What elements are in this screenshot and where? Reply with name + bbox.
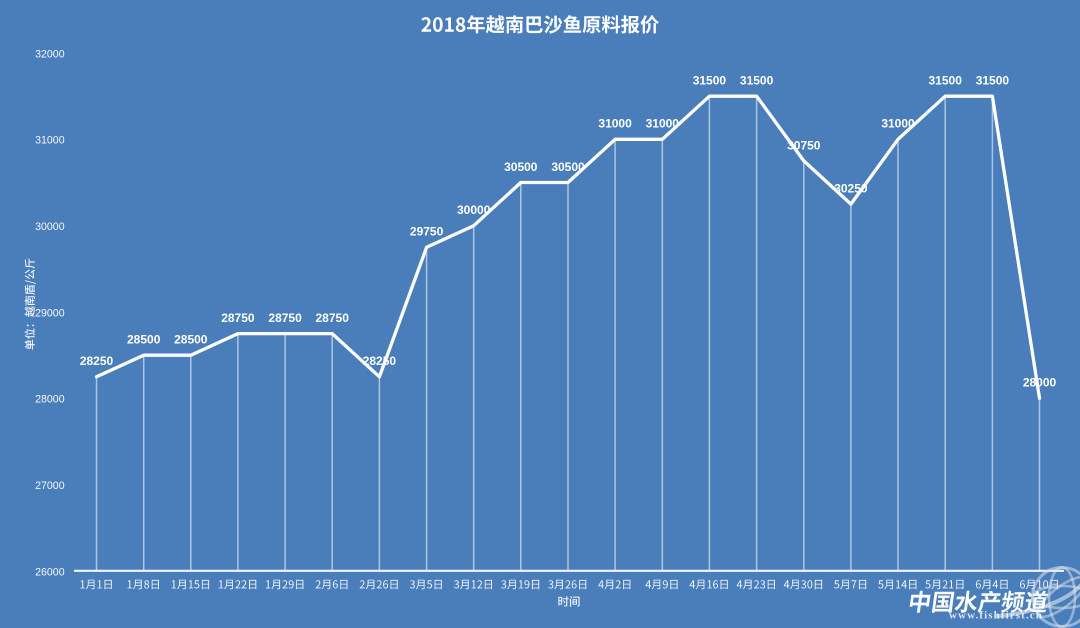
svg-text:30000: 30000 — [35, 221, 65, 233]
svg-text:30000: 30000 — [457, 203, 491, 217]
svg-text:29000: 29000 — [35, 307, 65, 319]
svg-text:31500: 31500 — [740, 74, 774, 88]
svg-text:30250: 30250 — [834, 182, 868, 196]
svg-text:28750: 28750 — [268, 311, 302, 325]
svg-text:32000: 32000 — [35, 48, 65, 60]
svg-text:31000: 31000 — [598, 117, 632, 131]
svg-text:31500: 31500 — [976, 74, 1010, 88]
svg-text:28000: 28000 — [1023, 376, 1057, 390]
svg-text:28000: 28000 — [35, 394, 65, 406]
svg-text:31500: 31500 — [693, 74, 727, 88]
svg-text:28500: 28500 — [174, 333, 208, 347]
svg-text:28250: 28250 — [363, 354, 397, 368]
svg-text:31000: 31000 — [881, 117, 915, 131]
svg-text:28500: 28500 — [127, 333, 161, 347]
svg-text:26000: 26000 — [35, 566, 65, 578]
svg-text:30750: 30750 — [787, 138, 821, 152]
svg-text:29750: 29750 — [410, 225, 444, 239]
svg-text:31000: 31000 — [35, 135, 65, 147]
svg-text:27000: 27000 — [35, 480, 65, 492]
svg-text:30500: 30500 — [551, 160, 585, 174]
svg-text:30500: 30500 — [504, 160, 538, 174]
svg-text:28750: 28750 — [221, 311, 255, 325]
svg-text:28250: 28250 — [80, 354, 114, 368]
svg-text:31500: 31500 — [929, 74, 963, 88]
svg-text:www.fishfirst.cn: www.fishfirst.cn — [949, 610, 1043, 622]
svg-text:28750: 28750 — [316, 311, 350, 325]
svg-text:31000: 31000 — [646, 117, 680, 131]
